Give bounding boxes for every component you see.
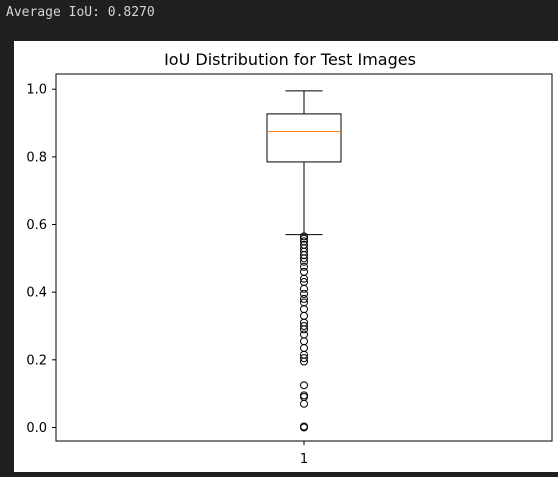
outlier-point: [300, 232, 308, 241]
outlier-point: [300, 257, 308, 266]
y-tick-label: 0.6: [26, 218, 47, 233]
outlier-point: [300, 262, 308, 271]
outlier-point: [300, 354, 308, 363]
outlier-point: [300, 357, 308, 366]
average-iou-output: Average IoU: 0.8270: [6, 5, 155, 20]
iqr-box: [266, 113, 342, 163]
y-tick-label: 0.8: [26, 150, 47, 165]
outlier-point: [300, 274, 308, 283]
outlier-point: [300, 399, 308, 408]
box-group: [266, 90, 342, 236]
outlier-point: [300, 234, 308, 243]
y-axis: 0.0 0.2 0.4 0.6 0.8 1.0: [26, 83, 56, 436]
outlier-points: [300, 232, 308, 432]
figure-output: IoU Distribution for Test Images 0.0 0.2 0…: [14, 41, 558, 472]
outlier-point: [300, 294, 308, 303]
outlier-point: [300, 289, 308, 298]
x-axis: 1: [300, 441, 308, 467]
y-tick-label: 0.2: [26, 353, 47, 368]
outlier-point: [300, 423, 308, 432]
outlier-point: [300, 254, 308, 263]
outlier-point: [300, 284, 308, 293]
y-tick-label: 1.0: [26, 83, 47, 98]
outlier-point: [300, 381, 308, 390]
chart-title: IoU Distribution for Test Images: [164, 50, 416, 69]
plot-area: [55, 73, 553, 442]
outlier-point: [300, 321, 308, 330]
y-tick-label: 0.4: [26, 286, 47, 301]
console-previous-line-fragment: [0, 0, 558, 1]
y-tick-label: 0.0: [26, 421, 47, 436]
x-tick-label: 1: [300, 452, 308, 467]
iou-boxplot-chart: IoU Distribution for Test Images 0.00.20…: [26, 50, 553, 467]
console-output-area: Average IoU: 0.8270: [0, 0, 558, 40]
outlier-point: [300, 325, 308, 334]
